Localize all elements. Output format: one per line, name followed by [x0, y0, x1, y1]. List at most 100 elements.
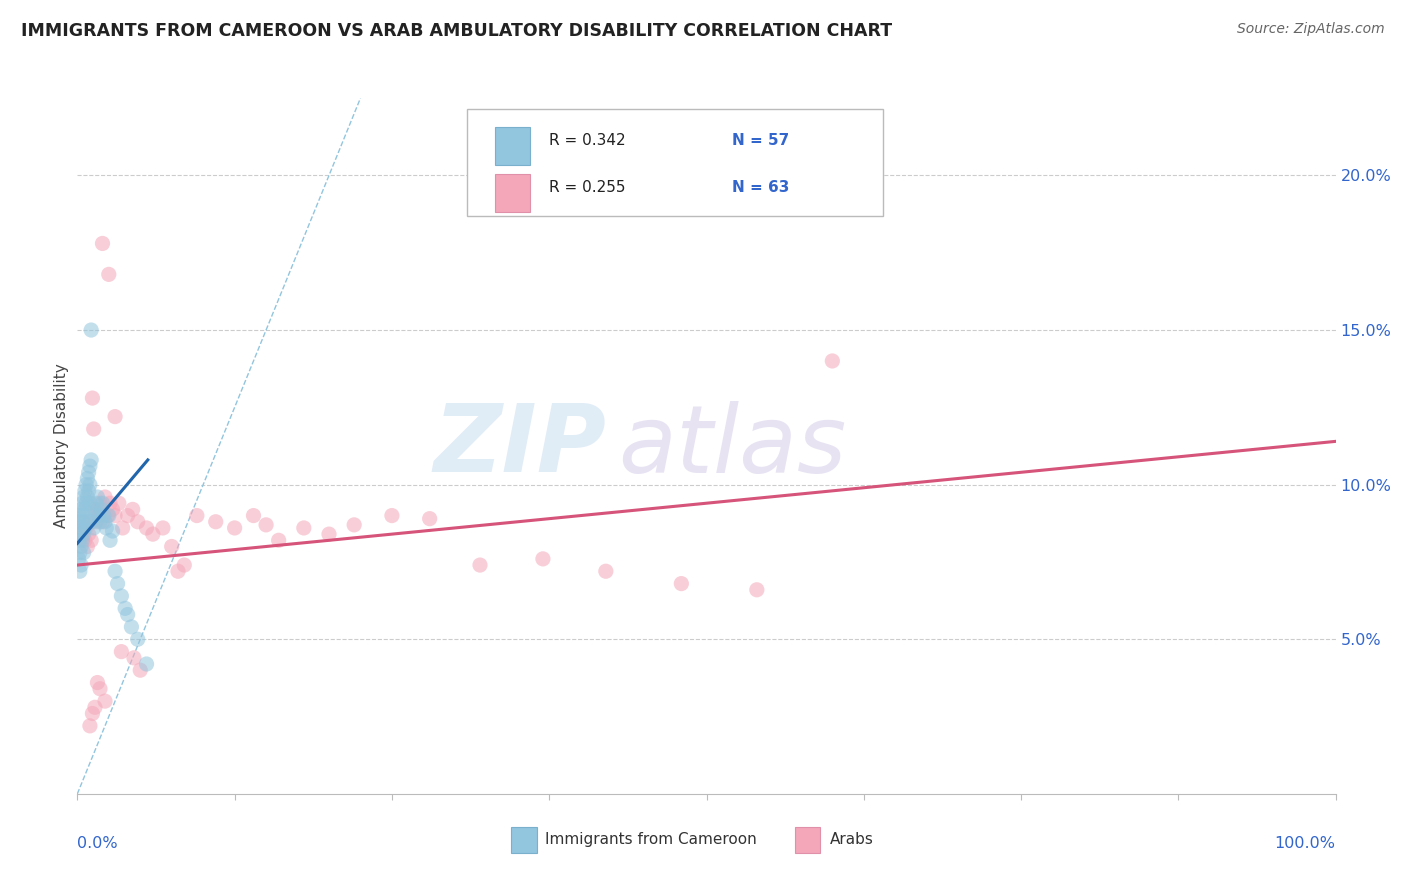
Point	[94, 515, 117, 529]
Point	[167, 564, 190, 578]
Point	[104, 564, 127, 578]
Point	[70, 521, 93, 535]
Point	[94, 490, 117, 504]
Point	[104, 508, 127, 523]
Point	[80, 453, 103, 467]
Point	[72, 508, 94, 523]
Point	[82, 706, 104, 721]
Point	[69, 564, 91, 578]
Bar	[495, 174, 530, 212]
Point	[821, 354, 844, 368]
Text: atlas: atlas	[619, 401, 846, 491]
Point	[67, 552, 90, 566]
Point	[79, 719, 101, 733]
Point	[108, 496, 131, 510]
Point	[96, 521, 118, 535]
Point	[186, 508, 208, 523]
Point	[72, 527, 94, 541]
Point	[91, 236, 114, 251]
Point	[127, 632, 149, 647]
Point	[152, 521, 174, 535]
Point	[135, 657, 157, 671]
Point	[70, 521, 93, 535]
Point	[204, 515, 226, 529]
Point	[82, 391, 104, 405]
Bar	[512, 827, 537, 853]
Point	[110, 589, 132, 603]
Point	[101, 524, 124, 538]
Point	[96, 508, 118, 523]
Point	[267, 533, 290, 548]
Point	[84, 508, 107, 523]
Point	[117, 607, 139, 622]
Point	[745, 582, 768, 597]
Point	[111, 521, 134, 535]
Point	[75, 496, 97, 510]
Point	[160, 540, 183, 554]
Text: Source: ZipAtlas.com: Source: ZipAtlas.com	[1237, 22, 1385, 37]
Point	[76, 471, 98, 485]
Text: N = 63: N = 63	[731, 180, 789, 195]
Point	[86, 490, 108, 504]
Point	[135, 521, 157, 535]
Point	[73, 521, 96, 535]
Point	[254, 517, 277, 532]
Point	[89, 496, 111, 510]
Point	[84, 502, 107, 516]
Point	[595, 564, 617, 578]
Point	[75, 521, 97, 535]
Text: R = 0.342: R = 0.342	[550, 133, 626, 148]
Point	[114, 601, 136, 615]
Point	[79, 459, 101, 474]
Point	[101, 502, 124, 516]
Text: N = 57: N = 57	[731, 133, 789, 148]
Point	[83, 521, 105, 535]
Point	[381, 508, 404, 523]
Point	[89, 681, 111, 696]
Point	[120, 620, 142, 634]
Point	[79, 477, 101, 491]
Point	[318, 527, 340, 541]
Point	[89, 515, 111, 529]
Point	[80, 323, 103, 337]
Point	[242, 508, 264, 523]
Point	[72, 496, 94, 510]
FancyBboxPatch shape	[467, 109, 883, 217]
Point	[72, 527, 94, 541]
Bar	[794, 827, 820, 853]
Point	[110, 645, 132, 659]
Text: IMMIGRANTS FROM CAMEROON VS ARAB AMBULATORY DISABILITY CORRELATION CHART: IMMIGRANTS FROM CAMEROON VS ARAB AMBULAT…	[21, 22, 893, 40]
Point	[343, 517, 366, 532]
Text: 0.0%: 0.0%	[77, 836, 118, 851]
Point	[86, 675, 108, 690]
Point	[97, 508, 120, 523]
Point	[86, 502, 108, 516]
Point	[173, 558, 195, 572]
Text: Immigrants from Cameroon: Immigrants from Cameroon	[546, 831, 758, 847]
Point	[72, 533, 94, 548]
Point	[72, 546, 94, 560]
Point	[98, 533, 121, 548]
Point	[69, 546, 91, 560]
Point	[84, 515, 107, 529]
Point	[75, 477, 97, 491]
Point	[419, 511, 441, 525]
Point	[69, 508, 91, 523]
Point	[83, 422, 105, 436]
Point	[121, 502, 143, 516]
Point	[67, 515, 90, 529]
Point	[77, 527, 100, 541]
Point	[73, 483, 96, 498]
Point	[117, 508, 139, 523]
Point	[70, 502, 93, 516]
Point	[122, 650, 145, 665]
Point	[67, 533, 90, 548]
Point	[69, 527, 91, 541]
Point	[292, 521, 315, 535]
Point	[104, 409, 127, 424]
Text: Arabs: Arabs	[830, 831, 873, 847]
Point	[79, 515, 101, 529]
Point	[72, 515, 94, 529]
Point	[75, 515, 97, 529]
Point	[76, 490, 98, 504]
